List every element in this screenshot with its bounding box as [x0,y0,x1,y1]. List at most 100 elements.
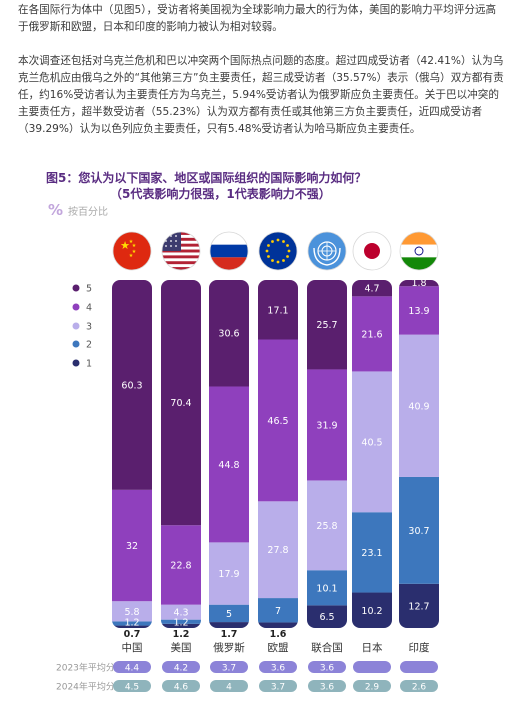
bar-group [161,280,201,628]
bar-segment [258,339,298,502]
bar-segment [307,570,347,606]
average-value: 3.7 [222,664,236,674]
average-pill [162,680,200,692]
average-value: 3.6 [271,664,286,674]
svg-text:★: ★ [129,253,134,259]
average-row-label: 2024年平均分 [56,681,115,693]
average-pill [259,661,297,673]
legend-label: 3 [86,322,92,333]
data-label: 1.7 [221,629,238,640]
legend-swatch [72,340,80,348]
bar-segment [209,622,249,628]
average-value: 2.9 [365,683,380,693]
bar-segment [112,601,152,622]
bar-segment [112,621,152,626]
data-label: 60.3 [121,380,142,391]
bar-segment [307,480,347,571]
average-pill [210,661,248,673]
data-label: 40.9 [408,401,429,412]
data-label: 70.4 [170,398,191,409]
bar-segment [112,625,152,628]
figure-title: 图5：您认为以下国家、地区或国际组织的国际影响力如何？ [46,171,367,185]
data-label: 4.3 [173,608,188,619]
data-label: 1.2 [124,617,139,628]
data-label: 17.1 [267,305,288,316]
data-label: 40.5 [361,437,382,448]
average-pill [308,661,346,673]
bar-segment [258,622,298,628]
bar-segment [307,605,347,628]
average-value: 4.5 [125,683,139,693]
bar-segment [399,334,439,477]
data-label: 30.7 [408,526,429,537]
bar-segment [352,296,392,372]
category-label: 欧盟 [268,642,289,654]
category-label: 美国 [171,641,192,654]
average-pill [259,680,297,692]
average-row-label: 2023年平均分 [56,662,115,674]
average-value: 3.6 [320,683,335,693]
average-pill [162,661,200,673]
bar-segment [209,604,249,623]
bar-group [307,280,347,628]
data-label: 12.7 [408,601,429,612]
bar-segment [352,512,392,593]
data-label: 30.6 [218,329,239,340]
legend-swatch [72,284,80,292]
bar-segment [209,542,249,605]
category-label: 联合国 [311,641,343,654]
data-label: 22.8 [170,560,191,571]
data-label: 5.8 [124,607,139,618]
russia-flag-icon [209,231,249,271]
average-value: 2.6 [412,683,427,693]
bar-segment [399,476,439,584]
data-label: 10.2 [361,606,382,617]
intro-paragraph: 在各国际行为体中（见图5），受访者将美国视为全球影响力最大的行为体，美国的影响力… [18,4,497,33]
legend-label: 1 [86,359,92,370]
svg-text:★: ★ [120,239,130,252]
average-value: 4.2 [174,664,188,674]
legend-swatch [72,303,80,311]
category-label: 俄罗斯 [213,641,245,654]
figure-subtitle: （5代表影响力很强，1代表影响力不强） [110,187,331,201]
data-label: 1.6 [270,629,287,640]
bar-segment [209,280,249,387]
category-label: 日本 [362,641,383,654]
data-label: 21.6 [361,329,382,340]
bar-segment [258,501,298,599]
average-pill [113,661,151,673]
bar-segment [352,592,392,628]
average-pill [308,680,346,692]
china-flag-icon: ★★★★★ [112,231,152,271]
bar-segment [307,280,347,370]
india-flag-icon [399,231,439,271]
bar-segment [258,598,298,623]
data-label: 32 [126,541,138,552]
percent-label: 按百分比 [68,206,109,218]
average-value: 4.4 [125,664,140,674]
data-label: 31.9 [316,420,337,431]
legend-swatch [72,322,80,330]
data-label: 1.8 [411,278,426,289]
svg-text:★: ★ [132,249,137,255]
legend-swatch [72,359,80,367]
bar-segment [352,280,392,297]
bar-segment [352,371,392,513]
bar-segment [161,619,201,624]
data-label: 17.9 [218,569,239,580]
percent-toggle: % 按百分比 [48,202,108,218]
bar-group [352,280,392,628]
bar-segment [112,280,152,490]
bar-group [209,280,249,628]
average-pill [400,661,438,673]
data-label: 25.7 [316,320,337,331]
category-label: 印度 [409,641,430,654]
average-pill [113,680,151,692]
bar-segment [307,369,347,481]
data-label: 0.7 [124,629,141,640]
bar-group [399,280,439,628]
japan-flag-icon [352,231,392,271]
average-pill [400,680,438,692]
survey-paragraph: 本次调查还包括对乌克兰危机和巴以冲突两个国际热点问题的态度。超过四成受访者（42… [18,55,504,135]
